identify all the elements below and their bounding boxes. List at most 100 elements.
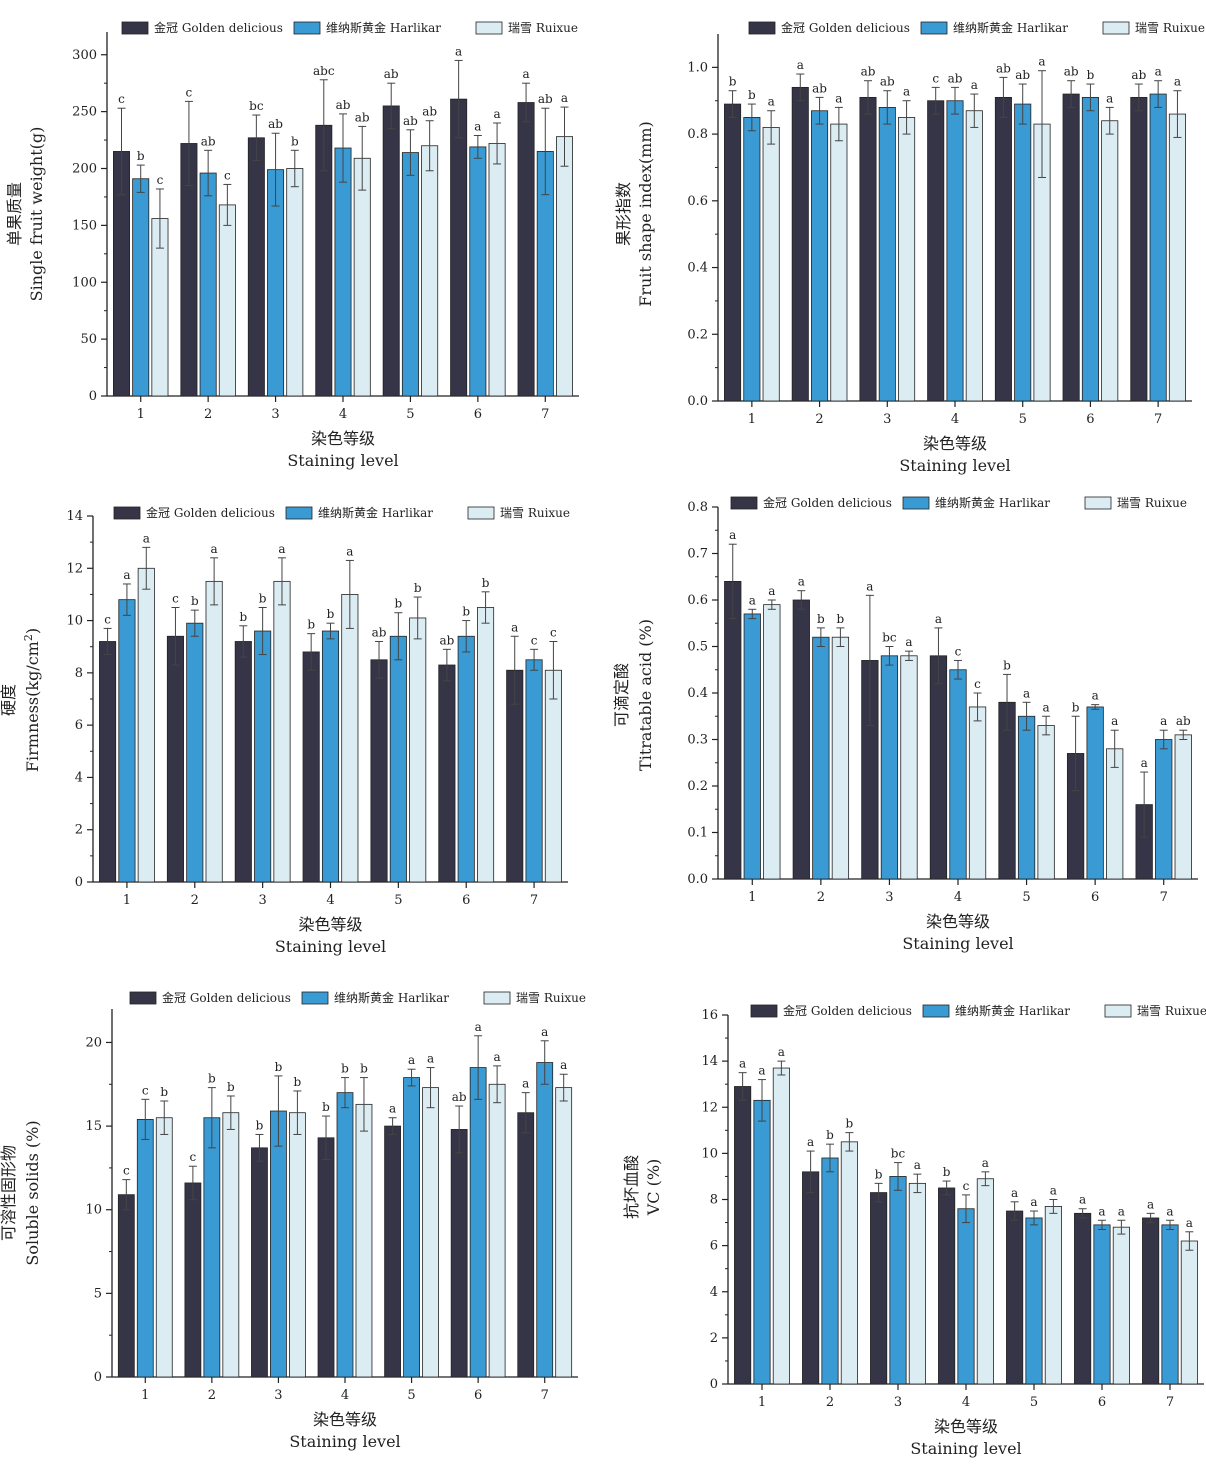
x-tick-label: 2	[191, 893, 199, 908]
legend-swatch	[113, 506, 141, 520]
x-tick-label: 3	[883, 412, 891, 427]
y-tick-label: 300	[72, 48, 97, 63]
significance-label: c	[963, 1179, 970, 1193]
bar	[1086, 706, 1104, 880]
significance-label: a	[493, 107, 500, 121]
y-tick-label: 1.0	[687, 60, 708, 75]
bar	[743, 613, 761, 880]
significance-label: a	[1050, 1184, 1057, 1198]
x-tick-label: 7	[1154, 412, 1162, 427]
y-axis-title-cn: 硬度	[0, 684, 18, 716]
bar	[218, 204, 236, 397]
y-axis-title-sup: 2	[22, 634, 35, 641]
significance-label: a	[494, 1050, 501, 1064]
bar	[556, 136, 573, 397]
bar	[401, 152, 419, 397]
x-tick-label: 7	[541, 407, 549, 422]
bar	[830, 123, 848, 402]
legend-label: 金冠 Golden delicious	[781, 20, 910, 35]
significance-label: a	[797, 58, 804, 72]
bar	[994, 96, 1012, 402]
bar	[870, 1192, 888, 1385]
y-tick-label: 0.2	[687, 327, 708, 342]
significance-label: ab	[422, 105, 437, 119]
legend-swatch	[301, 991, 329, 1005]
significance-label: ab	[268, 117, 283, 131]
legend-label: 维纳斯黄金 Harlikar	[318, 505, 433, 520]
bar	[136, 1118, 154, 1378]
y-axis-title-group: 抗坏血酸 VC (%)	[622, 1155, 663, 1219]
x-tick-label: 3	[271, 407, 279, 422]
significance-label: a	[1098, 1204, 1105, 1218]
bar	[1180, 1240, 1198, 1385]
bar	[880, 655, 899, 880]
y-tick-label: 100	[72, 275, 97, 290]
significance-label: b	[1003, 658, 1011, 672]
x-tick-label: 4	[326, 893, 334, 908]
bar	[898, 117, 916, 402]
bar	[186, 622, 204, 883]
bar	[317, 1137, 335, 1378]
bar	[99, 641, 117, 883]
bar	[132, 178, 150, 397]
x-tick-label: 5	[406, 407, 414, 422]
bar	[438, 664, 456, 883]
y-tick-label: 0.2	[687, 779, 708, 794]
legend-swatch	[1104, 1004, 1132, 1018]
x-tick-label: 7	[530, 893, 538, 908]
significance-label: c	[186, 85, 193, 99]
bar	[353, 157, 371, 397]
bar	[1074, 1212, 1092, 1385]
significance-label: b	[360, 1062, 368, 1076]
bar	[1106, 748, 1124, 880]
chart-titratable-acid: 0.0 0.1 0.2 0.3 0.4 0.5 0.6 0.7 0.8 a a a 1 a b b 2 a bc a 3…	[603, 490, 1206, 975]
bar	[457, 635, 475, 883]
bar	[382, 105, 400, 397]
legend-swatch	[475, 21, 503, 35]
x-axis-title: Staining level	[289, 1432, 400, 1451]
bar	[1142, 1217, 1160, 1385]
bar	[802, 1171, 820, 1385]
bar	[251, 1147, 268, 1378]
legend-label: 维纳斯黄金 Harlikar	[935, 495, 1050, 510]
legend-swatch	[730, 496, 758, 510]
legend-label: 金冠 Golden delicious	[763, 495, 892, 510]
y-axis-title-cn: 单果质量	[5, 182, 24, 246]
significance-label: a	[1118, 1204, 1125, 1218]
significance-label: a	[1023, 686, 1030, 700]
bar	[976, 1178, 994, 1385]
significance-label: a	[278, 542, 285, 556]
x-tick-label: 7	[541, 1388, 549, 1403]
bar	[536, 1062, 554, 1378]
bar	[254, 630, 272, 883]
x-axis-title-cn: 染色等级	[311, 429, 375, 448]
bar	[199, 172, 217, 397]
legend-swatch	[129, 991, 157, 1005]
significance-label: b	[227, 1080, 235, 1094]
y-axis-title-main: Titratable acid (%)	[636, 619, 655, 771]
y-tick-label: 5	[94, 1286, 102, 1301]
bar	[946, 100, 964, 402]
x-tick-label: 7	[1160, 890, 1168, 905]
significance-label: c	[142, 1083, 149, 1097]
bar	[763, 604, 781, 880]
significance-label: c	[123, 1164, 130, 1178]
significance-label: ab	[201, 134, 216, 148]
bar	[389, 635, 407, 883]
y-tick-label: 0.5	[687, 640, 708, 655]
y-axis-title-cn: 可溶性固形物	[0, 1145, 18, 1241]
y-tick-label: 0.6	[687, 593, 708, 608]
bar	[900, 655, 918, 880]
significance-label: b	[817, 612, 825, 626]
significance-label: a	[541, 1025, 548, 1039]
x-axis-title-cn: 染色等级	[313, 1410, 377, 1429]
bar	[1044, 1206, 1062, 1385]
legend-swatch	[285, 506, 313, 520]
x-tick-label: 6	[474, 407, 482, 422]
significance-label: b	[1072, 700, 1080, 714]
bar	[889, 1176, 907, 1385]
chart-fruit-shape-index: 0.0 0.2 0.4 0.6 0.8 1.0 b b a 1 a ab a 2 ab ab a 3 c ab a 4 ab…	[603, 0, 1206, 490]
bar	[273, 580, 291, 883]
y-tick-label: 0	[94, 1370, 102, 1385]
bar	[517, 102, 535, 397]
